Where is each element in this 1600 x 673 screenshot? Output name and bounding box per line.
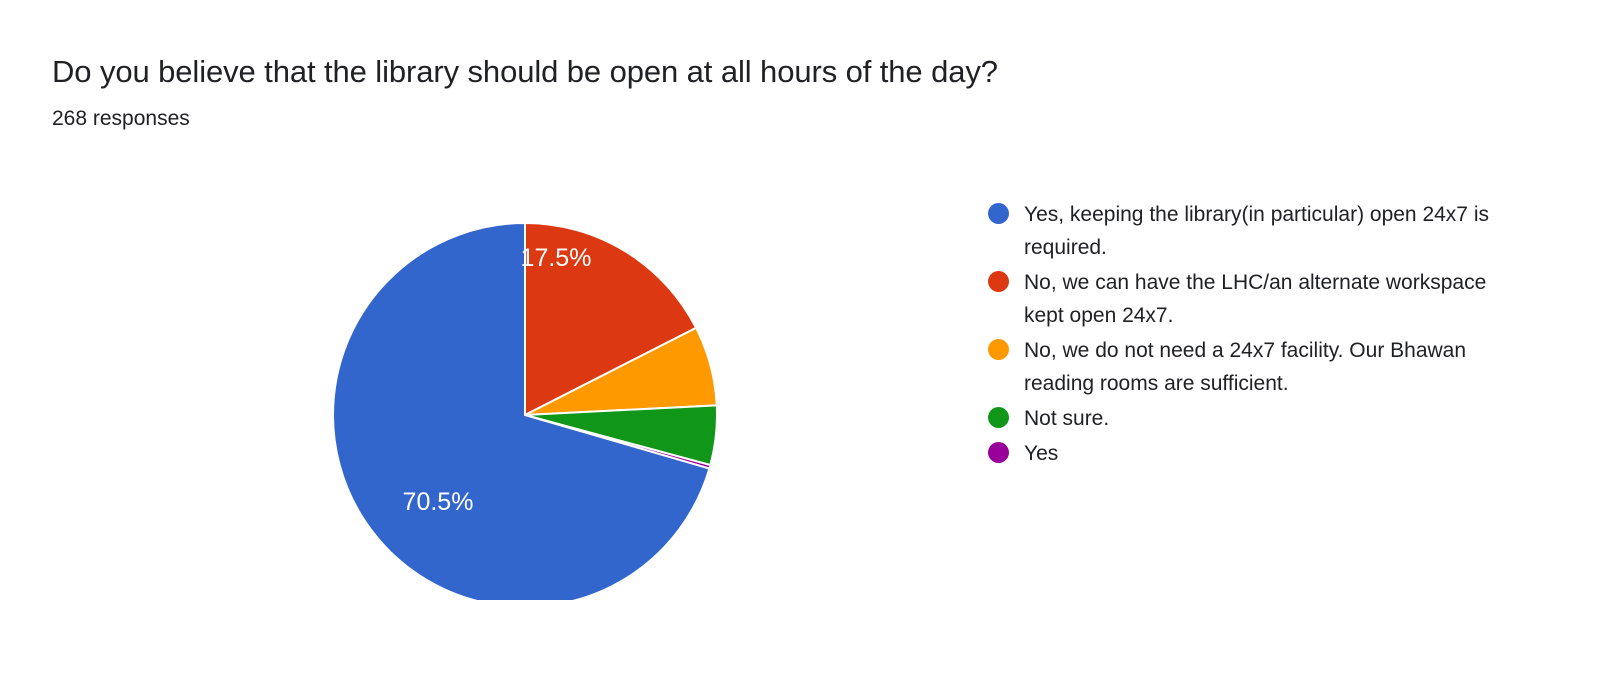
legend-color-swatch-icon — [988, 339, 1009, 360]
pie-chart: 70.5% 17.5% — [310, 180, 750, 600]
pie-slice-percentage-label: 17.5% — [521, 244, 592, 272]
chart-area: 70.5% 17.5% Yes, keeping the library(in p… — [0, 160, 1600, 640]
pie-slice-label-group: 70.5% 17.5% — [403, 244, 592, 516]
pie-slice-group — [332, 221, 719, 600]
pie-slice[interactable] — [332, 221, 711, 600]
pie-slice[interactable] — [524, 221, 698, 417]
legend-item[interactable]: Yes, keeping the library(in particular) … — [988, 198, 1528, 264]
legend-color-swatch-icon — [988, 407, 1009, 428]
legend-item-label: No, we can have the LHC/an alternate wor… — [1024, 271, 1487, 327]
legend-color-swatch-icon — [988, 442, 1009, 463]
chart-legend: Yes, keeping the library(in particular) … — [988, 198, 1528, 472]
legend-color-swatch-icon — [988, 271, 1009, 292]
legend-item[interactable]: No, we can have the LHC/an alternate wor… — [988, 266, 1528, 332]
legend-color-swatch-icon — [988, 203, 1009, 224]
pie-slice-percentage-label: 70.5% — [403, 488, 474, 516]
legend-item-label: Not sure. — [1024, 407, 1110, 430]
response-count-label: 268 responses — [52, 107, 190, 130]
legend-item[interactable]: Not sure. — [988, 402, 1528, 435]
pie-chart-svg: 70.5% 17.5% — [332, 221, 719, 600]
legend-item[interactable]: Yes — [988, 437, 1528, 470]
legend-item-label: Yes — [1024, 442, 1059, 465]
page-title: Do you believe that the library should b… — [52, 54, 998, 89]
legend-item[interactable]: No, we do not need a 24x7 facility. Our … — [988, 334, 1528, 400]
legend-item-label: No, we do not need a 24x7 facility. Our … — [1024, 339, 1467, 395]
legend-item-label: Yes, keeping the library(in particular) … — [1024, 203, 1489, 259]
